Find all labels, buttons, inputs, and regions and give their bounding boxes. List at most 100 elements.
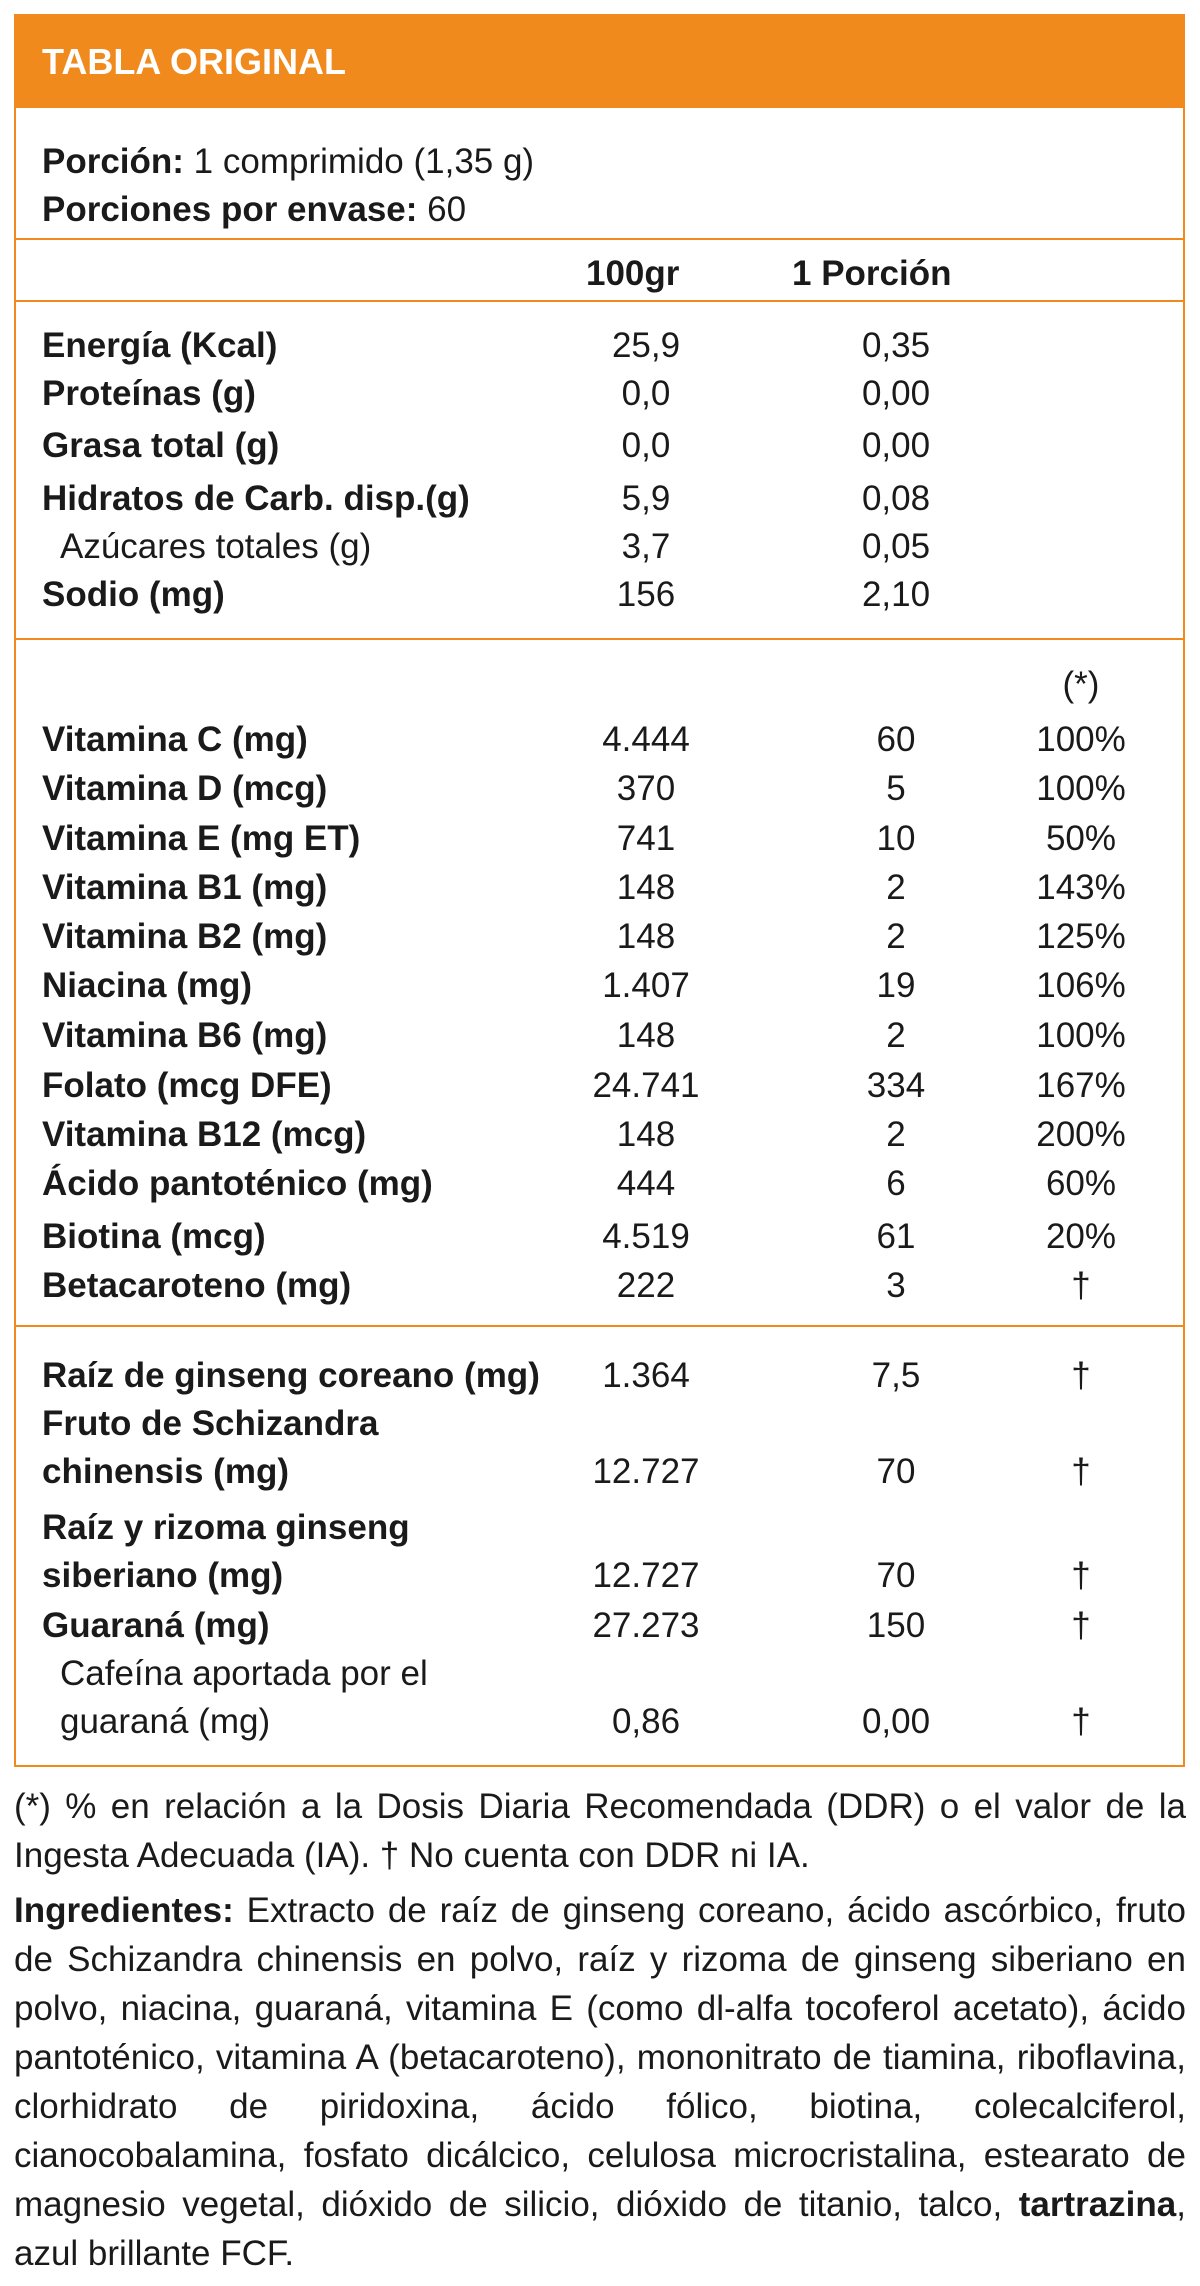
nutrient-name: Hidratos de Carb. disp.(g)	[42, 479, 470, 518]
vitamin-ddr: 125%	[1036, 917, 1126, 956]
vitamin-value-100g: 4.444	[602, 720, 690, 759]
extract-name: Guaraná (mg)	[42, 1606, 270, 1645]
vitamin-name: Vitamina D (mcg)	[42, 769, 328, 808]
nutrient-value-100g: 3,7	[621, 527, 671, 566]
extract-ddr: †	[1071, 1606, 1091, 1645]
table-title: TABLA ORIGINAL	[16, 16, 1183, 108]
extract-name-line2: chinensis (mg)	[42, 1452, 289, 1491]
extract-name-line1: Fruto de Schizandra	[42, 1404, 379, 1443]
vitamin-name: Vitamina B6 (mg)	[42, 1016, 328, 1055]
vitamin-value-100g: 4.519	[602, 1217, 690, 1256]
nutrient-value-100g: 5,9	[621, 479, 671, 518]
vitamin-value-portion: 3	[886, 1266, 906, 1305]
nutrient-value-portion: 2,10	[861, 575, 931, 614]
nutrient-value-portion: 0,00	[861, 426, 931, 465]
vitamin-value-100g: 148	[616, 1016, 676, 1055]
vitamin-name: Folato (mcg DFE)	[42, 1066, 332, 1105]
vitamin-ddr: 20%	[1045, 1217, 1117, 1256]
nutrient-name: Grasa total (g)	[42, 426, 280, 465]
vitamin-name: Vitamina C (mg)	[42, 720, 308, 759]
vitamin-name: Vitamina B1 (mg)	[42, 868, 328, 907]
extract-name-line1: Raíz y rizoma ginseng	[42, 1508, 410, 1547]
extract-value-100g: 12.727	[592, 1452, 700, 1491]
vitamin-ddr: 100%	[1036, 720, 1126, 759]
portion-value: 1 comprimido (1,35 g)	[183, 142, 535, 181]
vitamin-value-100g: 148	[616, 917, 676, 956]
vitamin-value-100g: 370	[616, 769, 676, 808]
extract-value-100g: 12.727	[592, 1556, 700, 1595]
vitamin-name: Biotina (mcg)	[42, 1217, 266, 1256]
vitamin-ddr: †	[1071, 1266, 1091, 1305]
vitamin-value-portion: 2	[886, 868, 906, 907]
nutrient-value-portion: 0,00	[861, 374, 931, 413]
extract-value-portion: 70	[876, 1556, 916, 1595]
extract-value-portion: 150	[866, 1606, 926, 1645]
vitamin-value-portion: 10	[876, 819, 916, 858]
vitamin-ddr: 60%	[1045, 1164, 1117, 1203]
nutrition-label: TABLA ORIGINAL Porción: 1 comprimido (1,…	[14, 14, 1185, 1767]
vitamin-ddr: 106%	[1036, 966, 1126, 1005]
vitamin-value-portion: 60	[876, 720, 916, 759]
vitamin-ddr: 100%	[1036, 1016, 1126, 1055]
extract-name-line1: Cafeína aportada por el	[60, 1654, 428, 1693]
vitamin-ddr: 200%	[1036, 1115, 1126, 1154]
vitamin-name: Vitamina E (mg ET)	[42, 819, 361, 858]
portion-line: Porción: 1 comprimido (1,35 g)	[42, 138, 534, 186]
ingredients: Ingredientes: Extracto de raíz de ginsen…	[14, 1886, 1186, 2278]
vitamin-value-portion: 2	[886, 917, 906, 956]
header-100g: 100gr	[586, 254, 680, 293]
extract-value-100g: 1.364	[602, 1356, 690, 1395]
ingredients-text-end: , azul brillante FCF.	[14, 2185, 1186, 2273]
nutrient-name: Sodio (mg)	[42, 575, 225, 614]
header-ddr: (*)	[1062, 665, 1100, 704]
nutrient-value-portion: 0,35	[861, 326, 931, 365]
extract-value-100g: 27.273	[592, 1606, 700, 1645]
extract-name-line2: guaraná (mg)	[60, 1702, 271, 1741]
vitamin-value-100g: 148	[616, 868, 676, 907]
vitamin-name: Niacina (mg)	[42, 966, 253, 1005]
vitamin-ddr: 50%	[1045, 819, 1117, 858]
vitamin-name: Betacaroteno (mg)	[42, 1266, 352, 1305]
nutrient-name: Proteínas (g)	[42, 374, 256, 413]
servings-per-pack-line: Porciones por envase: 60	[42, 186, 466, 234]
vitamin-value-portion: 2	[886, 1016, 906, 1055]
vitamin-ddr: 167%	[1036, 1066, 1126, 1105]
divider	[16, 238, 1183, 240]
extract-value-portion: 0,00	[861, 1702, 931, 1741]
servings-per-pack-value: 60	[417, 190, 467, 229]
ingredients-highlight: tartrazina	[1018, 2185, 1177, 2224]
extract-ddr: †	[1071, 1702, 1091, 1741]
vitamin-name: Ácido pantoténico (mg)	[42, 1164, 433, 1203]
nutrient-value-portion: 0,08	[861, 479, 931, 518]
extract-name: Raíz de ginseng coreano (mg)	[42, 1356, 540, 1395]
vitamin-ddr: 100%	[1036, 769, 1126, 808]
extract-value-portion: 70	[876, 1452, 916, 1491]
vitamin-value-portion: 6	[886, 1164, 906, 1203]
nutrient-name: Azúcares totales (g)	[60, 527, 372, 566]
vitamin-name: Vitamina B12 (mcg)	[42, 1115, 367, 1154]
ingredients-label: Ingredientes:	[14, 1891, 234, 1930]
nutrient-value-100g: 156	[616, 575, 676, 614]
extract-ddr: †	[1071, 1356, 1091, 1395]
vitamin-value-100g: 444	[616, 1164, 676, 1203]
vitamin-value-portion: 19	[876, 966, 916, 1005]
servings-per-pack-label: Porciones por envase:	[42, 190, 418, 229]
vitamin-value-portion: 61	[876, 1217, 916, 1256]
divider	[16, 1325, 1183, 1327]
nutrient-name: Energía (Kcal)	[42, 326, 278, 365]
vitamin-value-portion: 5	[886, 769, 906, 808]
portion-label: Porción:	[42, 142, 184, 181]
vitamin-value-portion: 2	[886, 1115, 906, 1154]
divider	[16, 300, 1183, 302]
nutrient-value-100g: 25,9	[611, 326, 681, 365]
extract-value-100g: 0,86	[611, 1702, 681, 1741]
extract-name-line2: siberiano (mg)	[42, 1556, 284, 1595]
nutrient-value-100g: 0,0	[621, 426, 671, 465]
nutrient-value-portion: 0,05	[861, 527, 931, 566]
nutrient-value-100g: 0,0	[621, 374, 671, 413]
extract-ddr: †	[1071, 1556, 1091, 1595]
header-portion: 1 Porción	[792, 254, 952, 293]
vitamin-value-100g: 222	[616, 1266, 676, 1305]
vitamin-name: Vitamina B2 (mg)	[42, 917, 328, 956]
vitamin-value-100g: 148	[616, 1115, 676, 1154]
